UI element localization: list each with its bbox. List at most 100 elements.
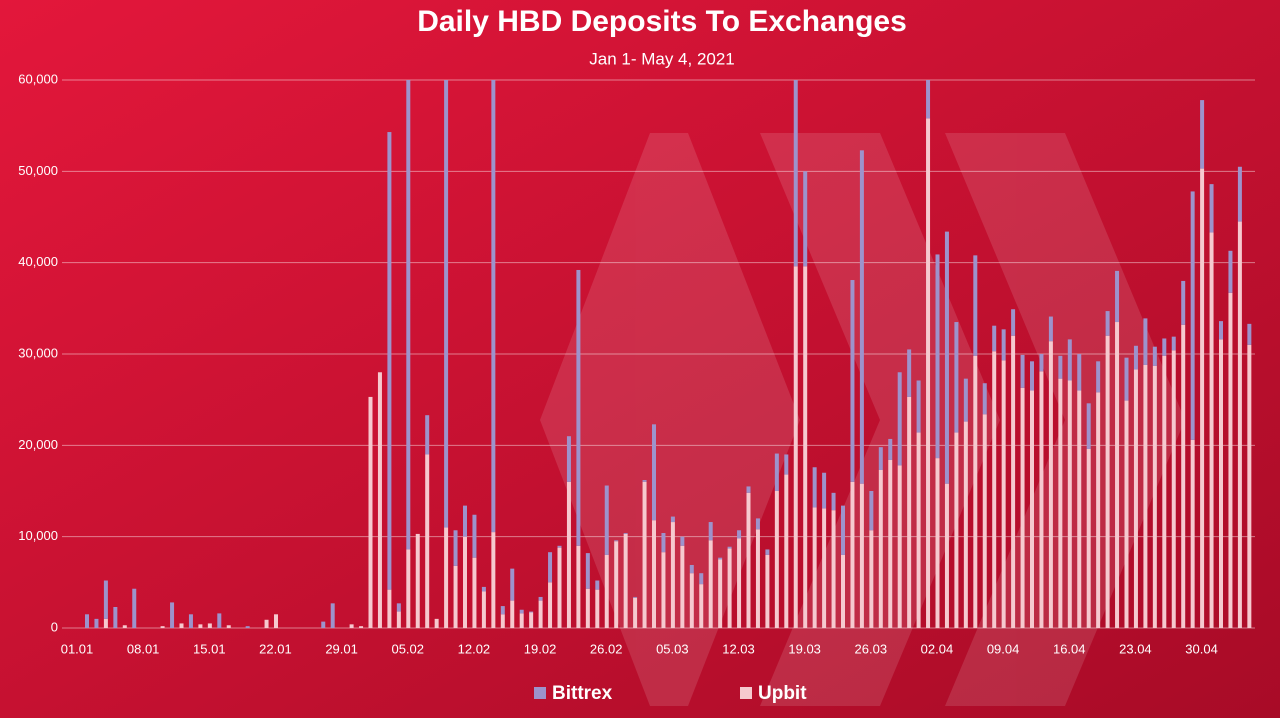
bar-segment xyxy=(510,568,515,601)
legend-swatch xyxy=(534,687,546,699)
bar-segment xyxy=(1048,316,1053,342)
bar-segment xyxy=(1096,361,1101,393)
bar-segment xyxy=(973,355,978,628)
bar-segment xyxy=(1030,390,1034,628)
bar-segment xyxy=(755,529,760,628)
bar-segment xyxy=(1011,335,1016,628)
bar-segment xyxy=(812,507,817,628)
bar-segment xyxy=(481,591,486,628)
bar-segment xyxy=(623,533,628,628)
bar-segment xyxy=(727,548,732,628)
x-tick-label: 30.04 xyxy=(1185,641,1218,656)
bar-segment xyxy=(850,280,855,482)
bar-segment xyxy=(264,619,269,628)
bar-segment xyxy=(869,530,874,628)
bar-segment xyxy=(406,549,411,628)
legend-label: Bittrex xyxy=(552,683,613,704)
bar-segment xyxy=(992,325,997,352)
bar-segment xyxy=(500,614,505,628)
bar-segment xyxy=(330,603,335,628)
bar-segment xyxy=(1039,354,1044,372)
bar-segment xyxy=(1133,369,1138,628)
bar-segment xyxy=(406,80,411,550)
bar-segment xyxy=(1190,439,1195,628)
bar-segment xyxy=(689,573,694,628)
bar-segment xyxy=(614,541,619,628)
bar-segment xyxy=(944,483,949,628)
bar-segment xyxy=(784,474,789,628)
bar-segment xyxy=(274,614,278,628)
chart-title: Daily HBD Deposits To Exchanges xyxy=(417,5,907,38)
bar-segment xyxy=(1011,309,1016,336)
bar-segment xyxy=(841,554,845,628)
bar-segment xyxy=(926,80,931,119)
bar-segment xyxy=(652,520,656,628)
bar-segment xyxy=(878,469,883,628)
bar-segment xyxy=(822,472,827,509)
bar-segment xyxy=(708,522,713,541)
bar-segment xyxy=(822,508,827,628)
x-tick-label: 23.04 xyxy=(1119,641,1152,656)
bar-segment xyxy=(188,614,193,628)
bar-segment xyxy=(718,557,723,560)
bar-segment xyxy=(992,351,997,628)
x-tick-label: 15.01 xyxy=(193,641,226,656)
legend-label: Upbit xyxy=(758,683,807,704)
bar-segment xyxy=(1237,221,1242,629)
bar-segment xyxy=(907,349,912,397)
bar-segment xyxy=(1247,344,1252,628)
bar-segment xyxy=(774,453,779,491)
bar-segment xyxy=(359,626,364,628)
bar-segment xyxy=(444,527,449,628)
bar-segment xyxy=(935,254,940,459)
bar-segment xyxy=(538,600,543,628)
bar-segment xyxy=(963,378,968,422)
x-tick-label: 22.01 xyxy=(259,641,292,656)
bar-segment xyxy=(1209,184,1214,233)
bar-segment xyxy=(94,618,99,628)
bar-segment xyxy=(321,621,326,628)
bar-segment xyxy=(368,396,373,628)
bar-segment xyxy=(481,586,486,592)
bar-segment xyxy=(670,522,675,628)
bar-segment xyxy=(1190,191,1195,440)
bar-segment xyxy=(1162,338,1167,356)
bar-segment xyxy=(198,624,203,628)
bar-segment xyxy=(935,458,940,628)
bar-segment xyxy=(633,596,638,598)
y-tick-label: 30,000 xyxy=(18,345,58,360)
bar-segment xyxy=(160,626,165,628)
bar-segment xyxy=(444,80,449,528)
bar-segment xyxy=(897,372,902,466)
bar-segment xyxy=(387,132,392,590)
bar-segment xyxy=(245,626,250,628)
bar-segment xyxy=(529,611,534,613)
bar-segment xyxy=(1086,403,1091,449)
bar-segment xyxy=(500,606,505,615)
bar-segment xyxy=(396,603,401,612)
bar-segment xyxy=(85,614,89,628)
bar-segment xyxy=(916,380,921,433)
bar-segment xyxy=(548,582,553,628)
bar-segment xyxy=(907,396,912,628)
bar-segment xyxy=(566,481,571,628)
bar-segment xyxy=(831,510,836,628)
bar-segment xyxy=(812,467,817,508)
bar-segment xyxy=(576,545,581,628)
bar-segment xyxy=(661,533,666,553)
legend-swatch xyxy=(740,687,752,699)
bar-segment xyxy=(746,492,751,628)
bar-segment xyxy=(944,231,949,484)
bar-segment xyxy=(652,424,656,521)
bar-segment xyxy=(548,552,553,583)
bar-segment xyxy=(1162,355,1167,628)
bar-segment xyxy=(1219,321,1223,340)
bar-segment xyxy=(793,80,798,267)
bar-segment xyxy=(415,533,420,628)
bar-segment xyxy=(718,559,723,628)
bar-segment xyxy=(1133,345,1138,370)
bar-segment xyxy=(699,584,704,628)
bar-segment xyxy=(841,505,845,555)
bar-segment xyxy=(680,536,685,546)
